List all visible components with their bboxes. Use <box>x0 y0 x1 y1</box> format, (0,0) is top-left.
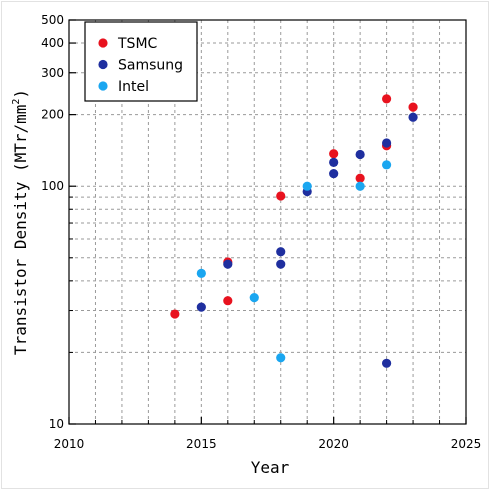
samsung-data-point <box>223 259 233 269</box>
svg-text:Transistor Density (MTr/mm2): Transistor Density (MTr/mm2) <box>11 89 30 355</box>
tsmc-data-point <box>223 296 233 306</box>
y-axis-label: Transistor Density (MTr/mm2) <box>11 89 30 355</box>
y-tick-label: 500 <box>41 13 64 27</box>
legend-label-samsung: Samsung <box>118 58 183 74</box>
axis-ticks: 2010 2015 2020 2025 10 100 200 300 400 500 <box>41 13 481 451</box>
legend-marker-samsung <box>98 59 108 70</box>
y-tick-label: 200 <box>41 108 64 122</box>
y-axis-label-main: Transistor Density (MTr/mm <box>11 105 30 355</box>
x-tick-label: 2010 <box>54 437 85 451</box>
intel-data-point <box>355 181 365 191</box>
intel-data-point <box>276 353 286 363</box>
y-axis-label-end: ) <box>11 89 30 99</box>
samsung-data-point <box>382 358 392 368</box>
y-tick-label: 400 <box>41 36 64 50</box>
samsung-data-point <box>382 138 392 148</box>
legend-marker-tsmc <box>98 38 108 48</box>
samsung-data-point <box>276 247 286 257</box>
legend: TSMC Samsung Intel <box>84 21 198 102</box>
legend-marker-intel <box>98 81 108 91</box>
samsung-data-point <box>196 302 206 312</box>
plot-area-border <box>68 19 467 425</box>
y-tick-label: 10 <box>49 417 64 431</box>
intel-data-point <box>302 181 312 191</box>
samsung-data-point <box>355 149 365 160</box>
y-tick-label: 300 <box>41 66 64 80</box>
x-axis-label: Year <box>251 458 290 477</box>
tsmc-data-point <box>329 149 339 159</box>
intel-data-point <box>196 268 206 278</box>
samsung-data-point <box>329 168 339 179</box>
x-tick-label: 2015 <box>186 437 217 451</box>
intel-data-point <box>382 160 392 170</box>
tsmc-data-point <box>276 191 286 201</box>
y-tick-label: 100 <box>41 179 64 193</box>
tsmc-data-point <box>382 94 392 104</box>
samsung-data-point <box>329 157 339 167</box>
samsung-data-point <box>408 112 418 122</box>
tsmc-data-point <box>408 102 418 112</box>
legend-label-intel: Intel <box>118 79 149 95</box>
x-tick-label: 2020 <box>318 437 349 451</box>
tsmc-data-point <box>170 309 180 319</box>
y-axis-label-superscript: 2 <box>11 99 22 105</box>
x-tick-label: 2025 <box>451 437 482 451</box>
legend-label-tsmc: TSMC <box>117 36 158 52</box>
data-points <box>170 94 418 368</box>
intel-data-point <box>249 293 259 303</box>
samsung-data-point <box>276 259 286 269</box>
tsmc-data-point <box>355 173 365 183</box>
